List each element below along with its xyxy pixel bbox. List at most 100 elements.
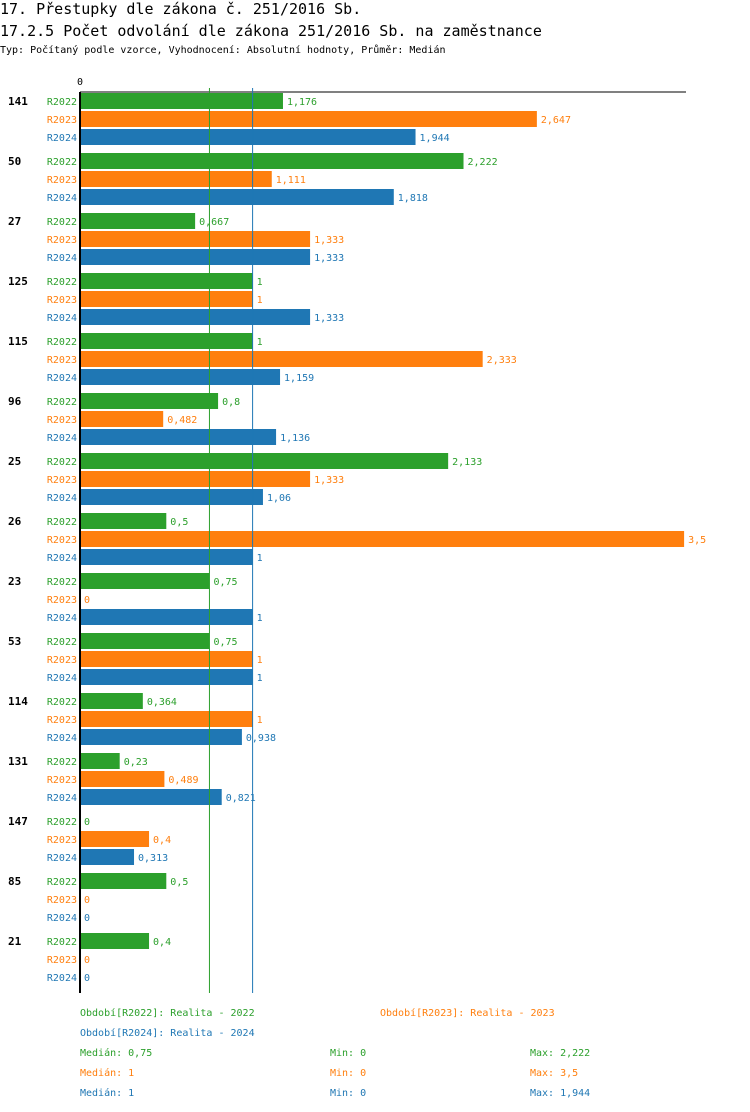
bar — [80, 429, 277, 445]
value-label: 0,482 — [167, 415, 197, 426]
value-label: 2,222 — [468, 157, 498, 168]
chart-info: Typ: Počítaný podle vzorce, Vyhodnocení:… — [0, 45, 446, 56]
x-axis-zero-label: 0 — [77, 77, 83, 88]
bar-chart: 0 141 R2022 1,176 R2023 2,647 R2024 1,944 50 R202… — [8, 77, 706, 993]
bar — [80, 453, 449, 469]
stat-min-r2024: Min: 0 — [330, 1088, 367, 1099]
value-label: 1,111 — [276, 175, 306, 186]
category-label: 96 — [8, 395, 22, 408]
bar — [80, 171, 272, 187]
series-label: R2022 — [47, 757, 77, 768]
value-label: 1,136 — [280, 433, 310, 444]
series-label: R2024 — [47, 613, 77, 624]
bar — [80, 513, 167, 529]
value-label: 1,333 — [314, 475, 344, 486]
stat-max-r2022: Max: 2,222 — [530, 1048, 591, 1059]
value-label: 0 — [84, 955, 90, 966]
bar — [80, 111, 537, 127]
legend-r2023: Období[R2023]: Realita - 2023 — [380, 1008, 555, 1019]
bar — [80, 273, 253, 289]
chart-subtitle: 17.2.5 Počet odvolání dle zákona 251/201… — [0, 22, 542, 40]
bar — [80, 291, 253, 307]
category-label: 147 — [8, 815, 28, 828]
value-label: 1 — [257, 295, 263, 306]
value-label: 0,4 — [153, 937, 171, 948]
value-label: 1,333 — [314, 253, 344, 264]
category-label: 115 — [8, 335, 28, 348]
bar — [80, 609, 253, 625]
value-label: 1 — [257, 277, 263, 288]
legend-r2024: Období[R2024]: Realita - 2024 — [80, 1028, 255, 1039]
value-label: 0,821 — [226, 793, 256, 804]
series-label: R2023 — [47, 115, 77, 126]
bar — [80, 933, 150, 949]
series-label: R2022 — [47, 157, 77, 168]
bar — [80, 471, 311, 487]
value-label: 1,333 — [314, 235, 344, 246]
bar — [80, 693, 143, 709]
value-label: 1,818 — [398, 193, 428, 204]
category-label: 21 — [8, 935, 22, 948]
series-label: R2024 — [47, 313, 77, 324]
bar — [80, 153, 464, 169]
series-label: R2023 — [47, 655, 77, 666]
series-label: R2024 — [47, 733, 77, 744]
bar — [80, 633, 210, 649]
stat-median-r2024: Medián: 1 — [80, 1088, 135, 1099]
value-label: 0,5 — [170, 517, 188, 528]
value-label: 0,364 — [147, 697, 177, 708]
series-label: R2022 — [47, 697, 77, 708]
value-label: 3,5 — [688, 535, 706, 546]
series-label: R2024 — [47, 973, 77, 984]
value-label: 1 — [257, 715, 263, 726]
series-label: R2024 — [47, 793, 77, 804]
series-label: R2024 — [47, 913, 77, 924]
value-label: 0 — [84, 817, 90, 828]
value-label: 0,667 — [199, 217, 229, 228]
value-label: 1 — [257, 673, 263, 684]
value-label: 1 — [257, 655, 263, 666]
bar — [80, 729, 242, 745]
legend-r2022: Období[R2022]: Realita - 2022 — [80, 1008, 255, 1019]
bar — [80, 669, 253, 685]
series-label: R2023 — [47, 895, 77, 906]
series-label: R2023 — [47, 535, 77, 546]
series-label: R2024 — [47, 133, 77, 144]
bar — [80, 573, 210, 589]
bar — [80, 651, 253, 667]
value-label: 2,333 — [487, 355, 517, 366]
value-label: 1,176 — [287, 97, 317, 108]
value-label: 1,333 — [314, 313, 344, 324]
category-label: 131 — [8, 755, 28, 768]
value-label: 0,75 — [213, 637, 237, 648]
stat-max-r2023: Max: 3,5 — [530, 1068, 579, 1079]
series-label: R2022 — [47, 397, 77, 408]
series-label: R2022 — [47, 277, 77, 288]
value-label: 0,4 — [153, 835, 171, 846]
series-label: R2024 — [47, 253, 77, 264]
series-label: R2024 — [47, 193, 77, 204]
value-label: 0,75 — [213, 577, 237, 588]
bar — [80, 489, 263, 505]
series-label: R2023 — [47, 235, 77, 246]
series-label: R2024 — [47, 493, 77, 504]
bar — [80, 129, 416, 145]
series-label: R2023 — [47, 175, 77, 186]
category-label: 27 — [8, 215, 21, 228]
series-label: R2024 — [47, 433, 77, 444]
value-label: 0 — [84, 973, 90, 984]
value-label: 0,5 — [170, 877, 188, 888]
series-label: R2024 — [47, 853, 77, 864]
series-label: R2023 — [47, 415, 77, 426]
series-label: R2022 — [47, 877, 77, 888]
bar — [80, 849, 135, 865]
category-label: 50 — [8, 155, 21, 168]
category-label: 125 — [8, 275, 28, 288]
series-label: R2022 — [47, 637, 77, 648]
category-label: 23 — [8, 575, 21, 588]
category-label: 114 — [8, 695, 28, 708]
series-label: R2023 — [47, 715, 77, 726]
value-label: 2,647 — [541, 115, 571, 126]
series-label: R2022 — [47, 937, 77, 948]
stat-min-r2023: Min: 0 — [330, 1068, 367, 1079]
